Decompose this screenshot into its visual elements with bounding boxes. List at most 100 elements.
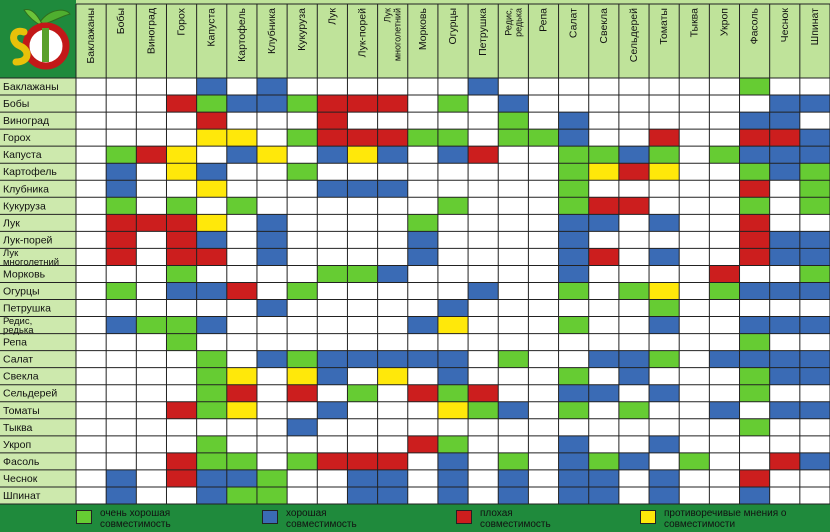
column-label: Репа — [537, 8, 549, 32]
column-label: Лук — [326, 8, 338, 25]
cell-2-10 — [377, 112, 408, 130]
cell-6-5 — [226, 180, 257, 198]
cell-18-4 — [196, 384, 227, 402]
cell-18-7 — [287, 384, 318, 402]
cell-7-7 — [287, 197, 318, 215]
cell-23-16 — [558, 469, 589, 487]
cell-5-8 — [317, 163, 348, 181]
cell-5-0 — [76, 163, 107, 181]
cell-9-2 — [136, 231, 167, 249]
cell-13-11 — [407, 299, 438, 317]
cell-15-7 — [287, 333, 318, 351]
cell-5-9 — [347, 163, 378, 181]
cell-4-9 — [347, 146, 378, 164]
column-label: Чеснок — [779, 8, 791, 43]
cell-1-14 — [498, 95, 529, 113]
cell-18-11 — [407, 384, 438, 402]
cell-12-2 — [136, 282, 167, 300]
column-label: Картофель — [236, 7, 248, 61]
cell-18-24 — [799, 384, 830, 402]
cell-0-8 — [317, 78, 348, 96]
cell-21-3 — [166, 435, 197, 453]
cell-0-23 — [769, 78, 800, 96]
cell-1-7 — [287, 95, 318, 113]
cell-19-18 — [618, 401, 650, 419]
cell-6-8 — [317, 180, 348, 198]
cell-24-18 — [618, 486, 650, 504]
cell-0-4 — [196, 78, 227, 96]
cell-4-16 — [558, 146, 589, 164]
cell-19-15 — [528, 401, 559, 419]
legend-swatch-red — [456, 510, 472, 524]
cell-4-22 — [739, 146, 770, 164]
cell-21-10 — [377, 435, 408, 453]
cell-0-16 — [558, 78, 589, 96]
cell-15-21 — [709, 333, 740, 351]
cell-12-15 — [528, 282, 559, 300]
cell-19-3 — [166, 401, 197, 419]
cell-24-3 — [166, 486, 197, 504]
cell-3-18 — [618, 129, 650, 147]
cell-21-19 — [649, 435, 680, 453]
cell-9-15 — [528, 231, 559, 249]
cell-11-1 — [106, 265, 137, 283]
row-label: Сельдерей — [3, 388, 57, 400]
cell-19-22 — [739, 401, 770, 419]
cell-6-7 — [287, 180, 318, 198]
cell-20-19 — [649, 418, 680, 436]
cell-14-0 — [76, 316, 107, 334]
cell-17-5 — [226, 367, 257, 385]
cell-1-17 — [588, 95, 619, 113]
cell-2-7 — [287, 112, 318, 130]
cell-12-5 — [226, 282, 257, 300]
legend-item-contradictory: противоречивые мнения о совместимости — [640, 508, 814, 530]
cell-19-2 — [136, 401, 167, 419]
cell-3-24 — [799, 129, 830, 147]
cell-16-0 — [76, 350, 107, 368]
cell-5-4 — [196, 163, 227, 181]
cell-14-18 — [618, 316, 650, 334]
cell-10-15 — [528, 248, 559, 266]
cell-2-20 — [679, 112, 710, 130]
column-label: Лук-порей — [357, 8, 369, 58]
cell-12-1 — [106, 282, 137, 300]
cell-1-2 — [136, 95, 167, 113]
cell-3-10 — [377, 129, 408, 147]
cell-11-19 — [649, 265, 680, 283]
cell-12-24 — [799, 282, 830, 300]
cell-7-15 — [528, 197, 559, 215]
cell-14-21 — [709, 316, 740, 334]
cell-17-6 — [256, 367, 288, 385]
cell-23-15 — [528, 469, 559, 487]
cell-18-12 — [437, 384, 469, 402]
cell-23-22 — [739, 469, 770, 487]
cell-18-23 — [769, 384, 800, 402]
cell-10-7 — [287, 248, 318, 266]
cell-16-16 — [558, 350, 589, 368]
cell-24-0 — [76, 486, 107, 504]
cell-15-18 — [618, 333, 650, 351]
cell-7-9 — [347, 197, 378, 215]
cell-9-12 — [437, 231, 469, 249]
cell-13-4 — [196, 299, 227, 317]
row-label: Укроп — [3, 439, 31, 451]
cell-6-9 — [347, 180, 378, 198]
cell-18-14 — [498, 384, 529, 402]
cell-2-9 — [347, 112, 378, 130]
cell-19-12 — [437, 401, 469, 419]
cell-4-24 — [799, 146, 830, 164]
row-label: многолетний — [3, 257, 59, 268]
cell-17-15 — [528, 367, 559, 385]
cell-5-22 — [739, 163, 770, 181]
cell-22-19 — [649, 452, 680, 470]
cell-22-12 — [437, 452, 469, 470]
cell-12-13 — [468, 282, 499, 300]
cell-19-4 — [196, 401, 227, 419]
cell-24-7 — [287, 486, 318, 504]
cell-1-9 — [347, 95, 378, 113]
row-label: Фасоль — [3, 456, 40, 468]
cell-9-0 — [76, 231, 107, 249]
cell-13-18 — [618, 299, 650, 317]
cell-6-6 — [256, 180, 288, 198]
